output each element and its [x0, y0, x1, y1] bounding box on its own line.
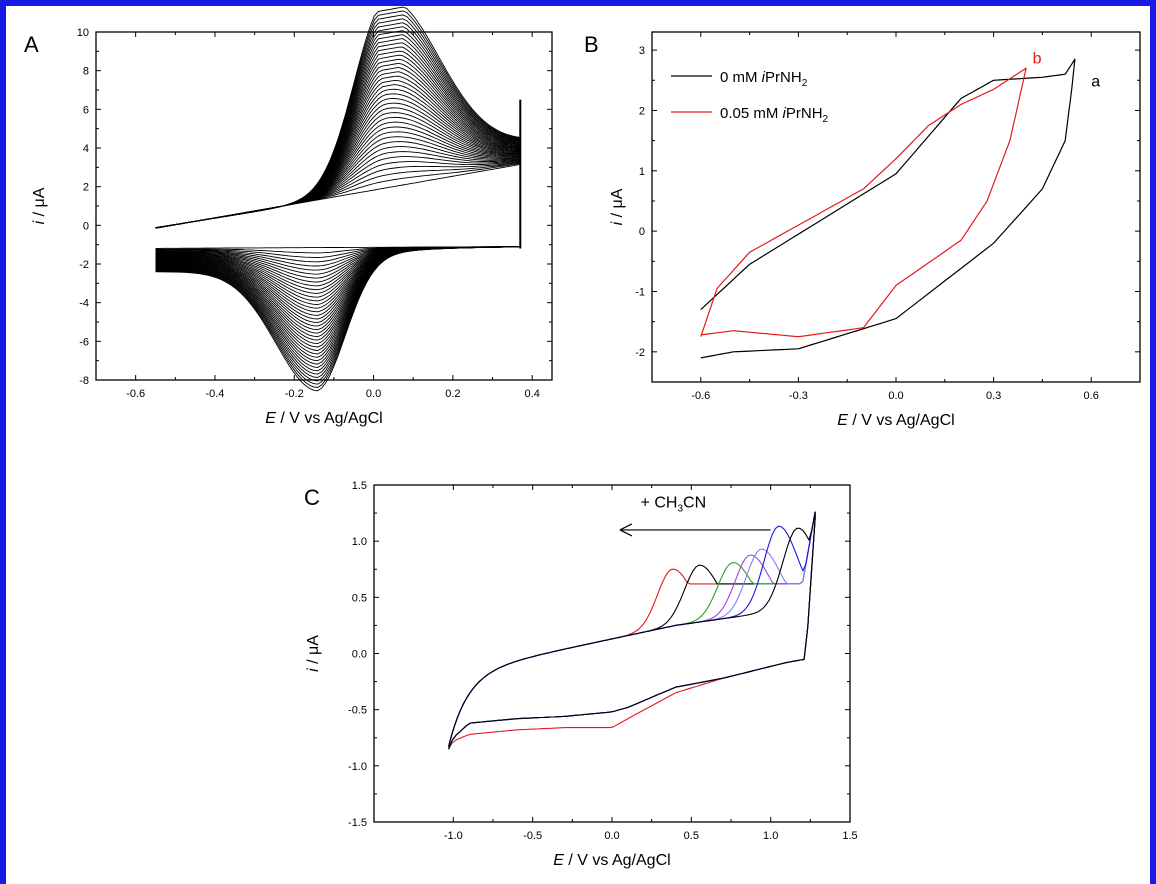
- y-tick-label: -0.5: [348, 705, 367, 717]
- cv-cycle-cathodic: [155, 246, 521, 392]
- x-tick-label: -0.3: [789, 390, 808, 402]
- y-tick-label: -4: [79, 298, 89, 310]
- x-tick-label: -0.5: [523, 830, 542, 842]
- y-tick-label: 10: [77, 27, 89, 39]
- x-tick-label: 0.0: [366, 388, 381, 400]
- panel-letter: A: [24, 32, 39, 57]
- y-tick-label: 0: [83, 220, 89, 232]
- x-tick-label: -0.6: [691, 390, 710, 402]
- y-tick-label: 0: [639, 226, 645, 238]
- x-axis-label: E / V vs Ag/AgCl: [265, 410, 382, 427]
- panel-C: -1.5 -1.0 -0.5 0.0 0.5 1.0 1.5 -1.0 -0.5 0.0 0.5 1.…: [304, 480, 858, 869]
- curve-label-b: b: [1033, 50, 1042, 67]
- x-tick-label: 0.2: [445, 388, 460, 400]
- cv-curve: [448, 511, 816, 750]
- x-tick-label: 1.0: [763, 830, 778, 842]
- y-tick-label: 8: [83, 66, 89, 78]
- panel-letter: B: [584, 32, 599, 57]
- x-tick-label: 0.5: [684, 830, 699, 842]
- x-tick-label: 0.6: [1084, 390, 1099, 402]
- x-axis-label: E / V vs Ag/AgCl: [553, 852, 670, 869]
- cv-curve-a: [700, 58, 1076, 359]
- y-tick-label: 0.0: [352, 649, 367, 661]
- y-tick-label: -1.0: [348, 761, 367, 773]
- y-tick-label: 6: [83, 104, 89, 116]
- cv-curve: [448, 511, 816, 750]
- y-axis-label: i / μA: [31, 187, 48, 224]
- y-tick-label: -2: [79, 259, 89, 271]
- cv-curve: [448, 511, 816, 750]
- x-tick-label: -0.6: [126, 388, 145, 400]
- cv-cycle-anodic: [155, 38, 521, 229]
- y-tick-label: 0.5: [352, 592, 367, 604]
- annotation-ch3cn: + CH3CN: [641, 494, 707, 514]
- legend-item: 0.05 mM iPrNH2: [720, 105, 829, 125]
- y-tick-label: -2: [635, 347, 645, 359]
- y-tick-label: 1: [639, 166, 645, 178]
- x-tick-label: 0.0: [604, 830, 619, 842]
- y-tick-label: 3: [639, 45, 645, 57]
- y-axis-label: i / μA: [609, 188, 626, 225]
- shift-arrow-head: [619, 523, 633, 537]
- x-tick-label: -0.4: [205, 388, 224, 400]
- x-tick-label: 1.5: [842, 830, 857, 842]
- panel-A: -8 -6 -4 -2 0 2 4 6 8 10 -0.6 -0.4 -0.2 0.0 0.2 0.4 A E /…: [24, 6, 553, 427]
- cv-curve: [448, 511, 816, 750]
- cv-cycle-anodic: [155, 30, 521, 229]
- y-tick-label: 2: [639, 105, 645, 117]
- panel-B: -2 -1 0 1 2 3 -0.6 -0.3 0.0 0.3 0.6 B E / V vs Ag/Ag…: [584, 31, 1141, 429]
- cv-curve-b: [700, 67, 1027, 338]
- y-tick-label: 1.0: [352, 536, 367, 548]
- curve-label-a: a: [1091, 73, 1100, 90]
- x-axis-label: E / V vs Ag/AgCl: [837, 412, 954, 429]
- cv-curve: [448, 511, 816, 750]
- cv-cycle-anodic: [155, 6, 521, 229]
- plot-frame: [95, 31, 553, 381]
- x-tick-label: 0.3: [986, 390, 1001, 402]
- x-tick-label: -1.0: [444, 830, 463, 842]
- cv-cycle-anodic: [155, 26, 521, 229]
- y-tick-label: -6: [79, 336, 89, 348]
- cv-curve: [448, 511, 816, 750]
- plot-frame: [373, 484, 851, 823]
- y-axis-label: i / μA: [305, 635, 322, 672]
- panel-letter: C: [304, 485, 320, 510]
- x-tick-label: -0.2: [285, 388, 304, 400]
- y-tick-label: -1.5: [348, 817, 367, 829]
- y-tick-label: 2: [83, 182, 89, 194]
- legend-item: 0 mM iPrNH2: [720, 69, 808, 89]
- x-tick-label: 0.4: [525, 388, 540, 400]
- cv-cycle-anodic: [155, 34, 521, 229]
- x-tick-label: 0.0: [888, 390, 903, 402]
- y-tick-label: 1.5: [352, 480, 367, 492]
- y-tick-label: -1: [635, 286, 645, 298]
- y-tick-label: -8: [79, 375, 89, 387]
- cv-curve: [448, 511, 816, 750]
- y-tick-label: 4: [83, 143, 89, 155]
